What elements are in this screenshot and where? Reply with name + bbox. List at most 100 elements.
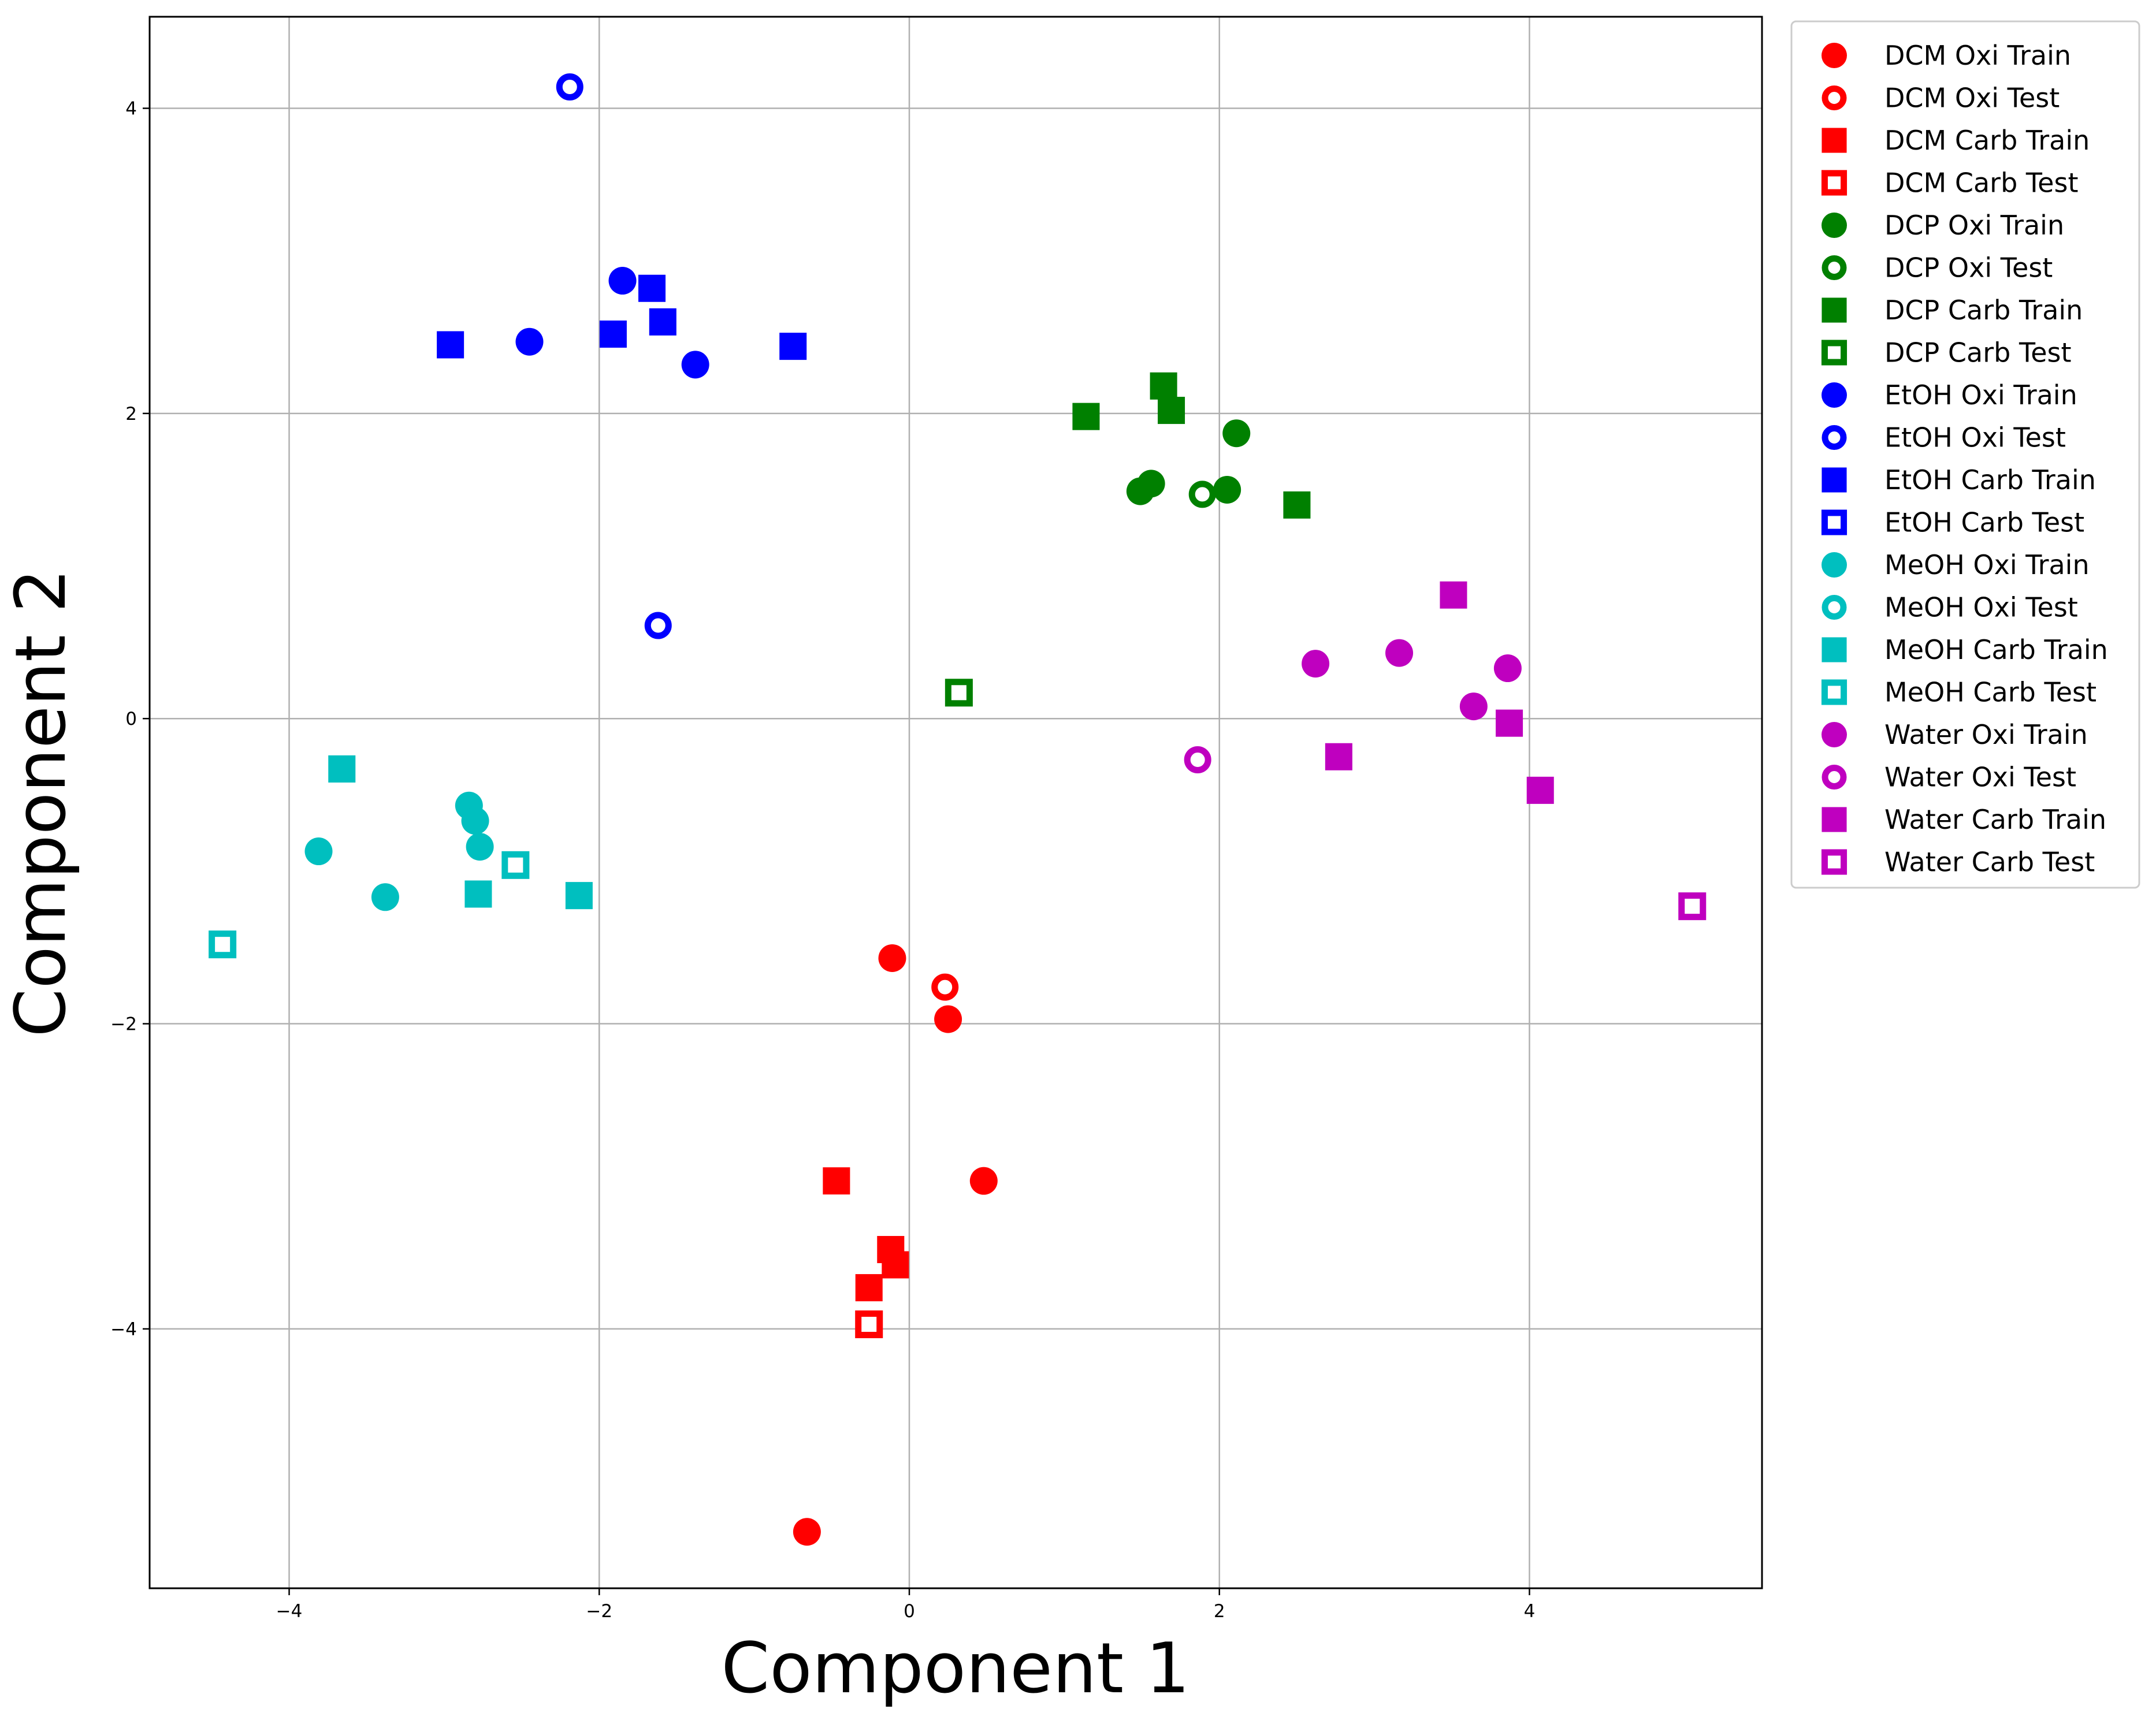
data-point <box>1222 419 1251 448</box>
legend-label: EtOH Oxi Train <box>1884 379 2077 411</box>
plot-frame <box>148 16 1763 1589</box>
legend-label: DCP Oxi Test <box>1884 252 2053 284</box>
legend-label: EtOH Carb Test <box>1884 507 2084 538</box>
legend-marker <box>1821 849 1848 875</box>
legend-label: DCP Carb Train <box>1884 295 2083 326</box>
data-point <box>1325 743 1352 770</box>
x-tick-label: 4 <box>1524 1601 1536 1622</box>
legend-marker <box>1822 128 1847 153</box>
data-point <box>638 274 666 302</box>
legend-marker <box>1822 595 1847 620</box>
data-point <box>1188 481 1216 508</box>
legend-label: MeOH Carb Test <box>1884 677 2096 708</box>
data-points <box>209 73 1707 1546</box>
legend-marker <box>1822 765 1847 790</box>
data-point <box>328 755 356 783</box>
legend-label: Water Carb Test <box>1884 847 2095 878</box>
legend-marker <box>1822 85 1847 110</box>
data-point <box>969 1167 998 1195</box>
data-point <box>1459 692 1488 721</box>
data-point <box>1302 650 1330 678</box>
data-point <box>599 320 627 348</box>
legend-marker <box>1821 679 1848 705</box>
y-axis-label: Component 2 <box>1 568 81 1037</box>
legend-marker <box>1822 213 1847 238</box>
legend-label: EtOH Oxi Test <box>1884 422 2066 453</box>
y-tick-label: −4 <box>110 1319 137 1340</box>
data-point <box>644 612 672 639</box>
legend-label: MeOH Oxi Test <box>1884 592 2078 623</box>
data-point <box>934 1005 962 1033</box>
y-tick-label: 2 <box>125 404 137 425</box>
data-point <box>1385 639 1414 667</box>
legend-frame <box>1790 20 2140 889</box>
legend-label: Water Oxi Test <box>1884 762 2076 793</box>
legend-marker <box>1822 255 1847 280</box>
data-point <box>1072 403 1100 430</box>
legend-label: DCP Oxi Train <box>1884 210 2064 241</box>
data-point <box>649 308 676 336</box>
y-tick-label: 4 <box>125 99 137 120</box>
legend-marker <box>1822 425 1847 450</box>
grid-lines <box>150 17 1762 1588</box>
legend-label: DCM Oxi Test <box>1884 83 2060 114</box>
legend-marker <box>1822 43 1847 68</box>
legend-label: Water Oxi Train <box>1884 719 2088 750</box>
data-point <box>878 944 906 972</box>
data-point <box>304 837 333 866</box>
data-point <box>1150 372 1177 400</box>
data-point <box>209 930 237 959</box>
data-point <box>1137 470 1165 498</box>
x-tick-label: −2 <box>586 1601 612 1622</box>
x-tick-label: 2 <box>1214 1601 1225 1622</box>
legend-label: DCM Carb Test <box>1884 167 2078 199</box>
legend-label: DCP Carb Test <box>1884 337 2072 368</box>
data-point <box>466 833 494 861</box>
data-point <box>1440 581 1467 609</box>
data-point <box>1158 397 1185 425</box>
data-point <box>1283 491 1311 519</box>
axis-ticks: −4 −2 0 2 4 −4 −2 0 2 4 <box>110 99 1535 1622</box>
y-tick-label: −2 <box>110 1014 137 1035</box>
data-point <box>1678 892 1707 921</box>
data-point <box>855 1310 883 1338</box>
legend-marker <box>1822 382 1847 408</box>
data-point <box>793 1518 821 1546</box>
legend-label: Water Carb Train <box>1884 804 2106 835</box>
data-point <box>556 73 583 101</box>
x-tick-label: −4 <box>276 1601 303 1622</box>
legend-marker <box>1821 170 1848 196</box>
legend-marker <box>1822 467 1847 493</box>
legend-marker <box>1822 722 1847 747</box>
data-point <box>823 1167 850 1195</box>
legend-marker <box>1822 807 1847 832</box>
data-point <box>437 331 464 359</box>
data-point <box>779 333 807 360</box>
x-axis-label: Component 1 <box>721 1629 1189 1709</box>
legend-marker <box>1821 509 1848 535</box>
data-point <box>515 327 544 356</box>
legend-label: DCM Oxi Train <box>1884 40 2071 71</box>
data-point <box>461 807 489 835</box>
data-point <box>608 267 637 295</box>
y-tick-label: 0 <box>125 709 137 729</box>
legend-label: MeOH Carb Train <box>1884 634 2108 665</box>
data-point <box>1496 709 1523 737</box>
data-point <box>882 1251 909 1279</box>
data-point <box>464 880 492 908</box>
legend-label: MeOH Oxi Train <box>1884 549 2090 580</box>
x-tick-label: 0 <box>904 1601 915 1622</box>
legend-label: EtOH Carb Train <box>1884 464 2096 496</box>
data-point <box>565 882 593 910</box>
data-point <box>945 679 973 707</box>
data-point <box>681 351 709 379</box>
data-point <box>855 1274 883 1302</box>
legend-marker <box>1822 297 1847 323</box>
data-point <box>1184 746 1211 774</box>
legend-marker <box>1822 552 1847 578</box>
data-point <box>1526 776 1554 804</box>
data-point <box>1493 654 1522 683</box>
legend: DCM Oxi Train DCM Oxi Test DCM Carb Train D… <box>1790 20 2140 889</box>
legend-marker <box>1822 637 1847 662</box>
